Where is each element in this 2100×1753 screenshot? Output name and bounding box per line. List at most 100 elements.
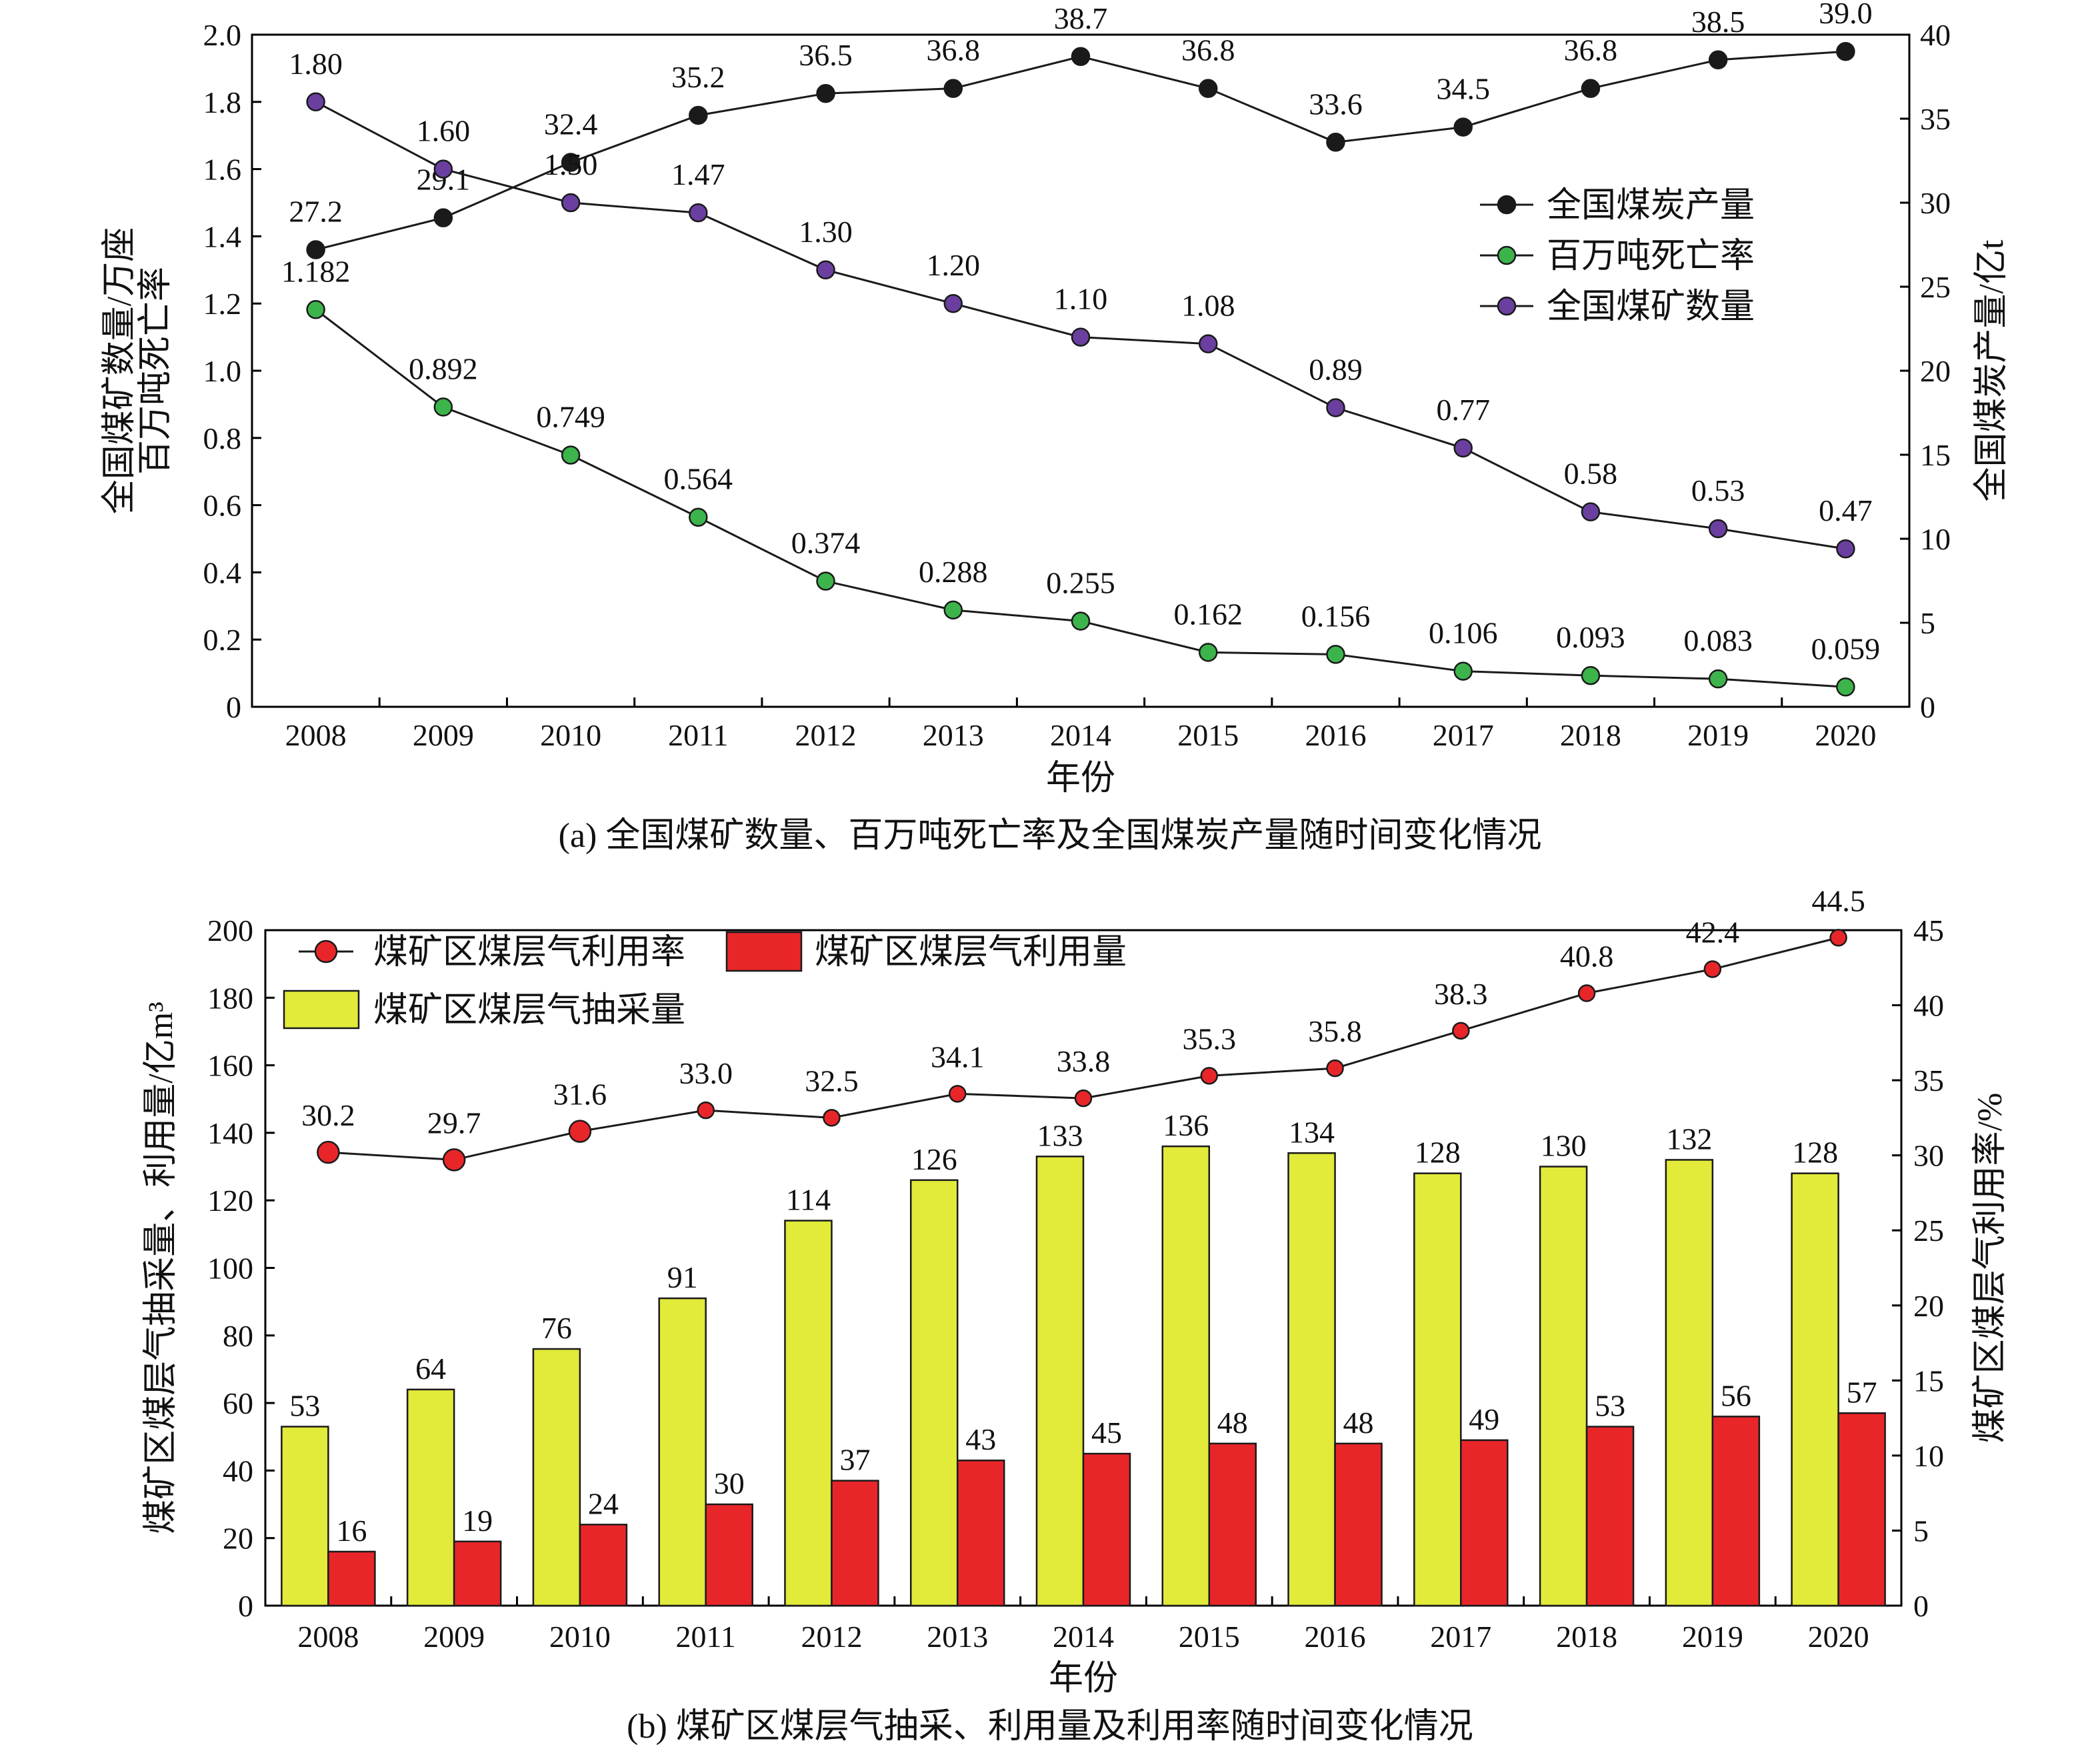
left-tick-label: 160 <box>207 1049 253 1083</box>
right-tick-label: 0 <box>1920 690 1935 724</box>
bar-value-label: 53 <box>289 1389 320 1423</box>
rate-point <box>1326 1059 1344 1078</box>
rate-value-label: 31.6 <box>553 1078 607 1112</box>
data-label: 0.58 <box>1564 457 1618 491</box>
bar-value-label: 130 <box>1541 1129 1587 1163</box>
data-label: 38.7 <box>1054 1 1108 35</box>
x-tick-label: 2017 <box>1430 1620 1491 1654</box>
left-tick-label: 1.0 <box>203 354 242 388</box>
x-tick-label: 2012 <box>801 1620 862 1654</box>
bar-extraction <box>1035 1156 1085 1607</box>
x-tick-label: 2016 <box>1305 1620 1366 1654</box>
series-2-point <box>561 193 581 213</box>
left-tick-label: 20 <box>223 1522 253 1556</box>
series-1-point <box>1453 661 1473 681</box>
bar-value-label: 64 <box>415 1352 446 1386</box>
bar-value-label: 16 <box>336 1514 367 1548</box>
left-tick-label: 0.6 <box>203 489 242 523</box>
data-label: 0.156 <box>1301 599 1371 633</box>
series-1-point <box>1198 643 1218 662</box>
bar-value-label: 134 <box>1289 1115 1335 1149</box>
x-tick-label: 2016 <box>1305 718 1366 752</box>
right-tick-label: 5 <box>1920 606 1935 640</box>
bar-value-label: 30 <box>714 1466 745 1500</box>
x-tick-label: 2009 <box>413 718 474 752</box>
rate-point <box>568 1120 592 1143</box>
plot-frame-a <box>251 33 1911 708</box>
series-2-point <box>1326 398 1345 417</box>
legend-swatch <box>725 931 803 972</box>
x-tick-label: 2012 <box>795 718 857 752</box>
data-label: 1.08 <box>1181 289 1235 323</box>
series-1-point <box>433 397 453 417</box>
bar-value-label: 126 <box>911 1142 957 1176</box>
bar-value-label: 43 <box>965 1422 996 1456</box>
series-2-point <box>433 159 453 179</box>
x-tick-label: 2009 <box>423 1620 485 1654</box>
bar-extraction <box>532 1348 581 1607</box>
legend-marker <box>314 940 338 964</box>
bar-value-label: 37 <box>839 1443 870 1477</box>
left-tick-label: 0 <box>226 690 241 724</box>
data-label: 1.80 <box>289 47 343 81</box>
right-tick-label: 20 <box>1913 1289 1944 1323</box>
series-1-point <box>1836 677 1855 697</box>
series-2-point <box>689 203 708 223</box>
rate-value-label: 29.7 <box>427 1106 481 1140</box>
y-left-title: 煤矿区煤层气抽采量、利用量/亿m³ <box>142 1002 180 1534</box>
rate-value-label: 44.5 <box>1811 884 1865 918</box>
bar-utilization <box>327 1550 376 1607</box>
data-label: 0.106 <box>1429 616 1498 650</box>
series-2-point <box>816 260 835 280</box>
x-tick-label: 2018 <box>1556 1620 1617 1654</box>
legend-label: 煤矿区煤层气利用量 <box>815 934 1127 972</box>
bar-value-label: 132 <box>1666 1122 1712 1156</box>
bar-extraction <box>1665 1159 1714 1607</box>
left-tick-label: 200 <box>207 914 253 948</box>
series-1-point <box>1326 645 1345 664</box>
legend-label: 百万吨死亡率 <box>1547 237 1755 275</box>
left-tick-label: 100 <box>207 1252 253 1286</box>
x-tick-label: 2011 <box>668 718 728 752</box>
left-tick-label: 1.8 <box>203 85 242 119</box>
bar-utilization <box>705 1503 753 1607</box>
data-label: 1.182 <box>281 254 351 288</box>
left-tick-label: 1.6 <box>203 153 242 187</box>
y-left-title-line2: 百万吨死亡率 <box>137 267 175 475</box>
x-tick-label: 2011 <box>676 1620 736 1654</box>
rate-point <box>442 1148 466 1172</box>
y-left-title-line1: 全国煤矿数量/万座 <box>101 227 139 514</box>
bar-utilization <box>1208 1442 1257 1607</box>
bar-extraction <box>1413 1172 1462 1607</box>
bar-value-label: 136 <box>1163 1108 1209 1142</box>
rate-value-label: 30.2 <box>301 1098 355 1132</box>
bar-value-label: 24 <box>588 1486 619 1520</box>
data-label: 0.288 <box>919 555 988 589</box>
data-label: 33.6 <box>1309 87 1363 121</box>
data-label: 0.53 <box>1691 473 1745 507</box>
left-tick-label: 60 <box>223 1386 253 1420</box>
data-label: 0.255 <box>1046 565 1115 599</box>
series-1-point <box>1708 669 1728 689</box>
data-label: 32.4 <box>544 107 598 141</box>
right-tick-label: 20 <box>1920 354 1951 388</box>
bar-utilization <box>1585 1426 1635 1607</box>
left-tick-label: 0 <box>238 1589 253 1623</box>
left-tick-label: 80 <box>223 1319 253 1353</box>
series-1-point <box>306 300 325 319</box>
data-label: 36.8 <box>1564 33 1618 67</box>
bar-extraction <box>784 1220 833 1607</box>
data-label: 0.749 <box>536 400 605 434</box>
legend-marker <box>1497 296 1517 316</box>
x-tick-label: 2019 <box>1682 1620 1743 1654</box>
bar-extraction <box>1539 1166 1588 1607</box>
left-tick-label: 120 <box>207 1184 253 1218</box>
rate-point <box>1829 929 1847 947</box>
right-tick-label: 35 <box>1913 1064 1944 1098</box>
bar-utilization <box>1460 1439 1509 1607</box>
rate-point <box>697 1101 715 1120</box>
series-0-point <box>1326 133 1345 152</box>
bar-value-label: 56 <box>1721 1378 1751 1412</box>
series-2-point <box>1836 539 1855 559</box>
